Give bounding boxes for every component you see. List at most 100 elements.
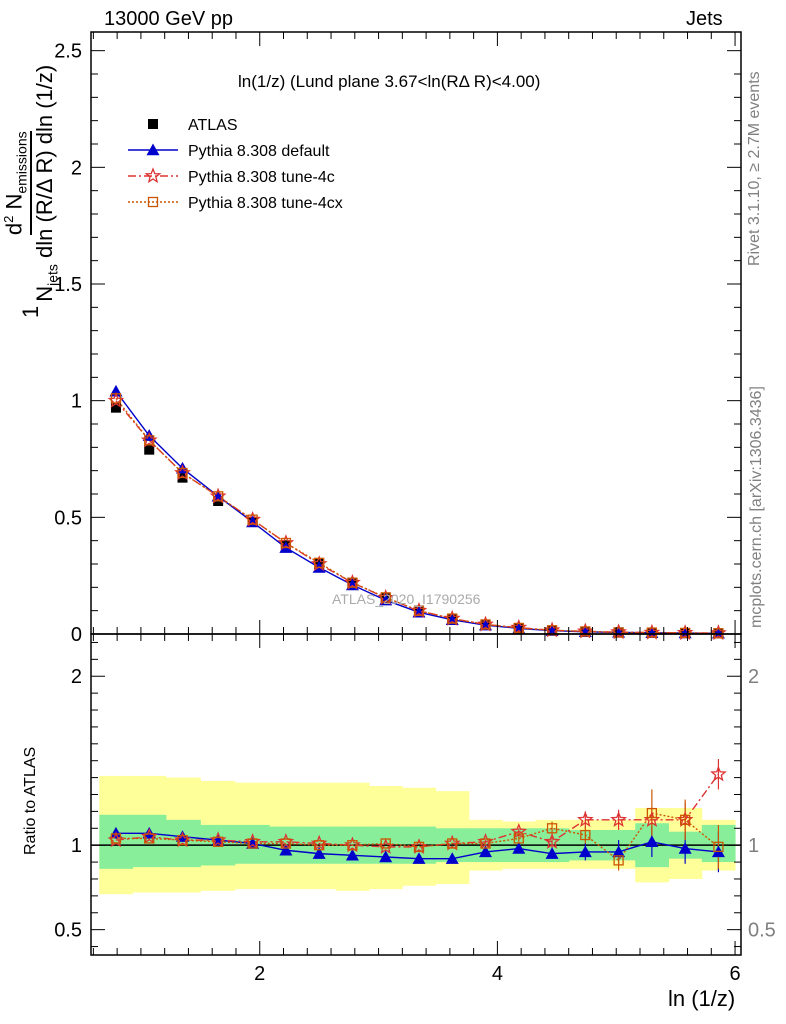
ratio-point-series-0-10 [445, 852, 459, 864]
ratio-point-series-0-1 [142, 826, 156, 839]
ratio-point-series-1-12 [510, 822, 528, 839]
main-point-series-3-4 [247, 514, 258, 525]
ylabel-nemis: N [1, 193, 27, 210]
legend-marker-1 [146, 143, 160, 156]
main-point-series-3-7 [347, 577, 358, 588]
main-point-series-3-3 [212, 491, 224, 502]
ratio-point-series-0-14 [578, 845, 592, 858]
series-markers [107, 384, 727, 866]
main-point-series-3-9 [413, 605, 425, 617]
main-point-series-3-12 [513, 622, 524, 634]
process-label: Jets [686, 8, 723, 30]
legend-marker-2 [144, 167, 162, 184]
legend-label-1: Pythia 8.308 default [188, 143, 330, 160]
main-y-tick-label: 1 [71, 391, 82, 413]
ratio-point-series-0-17 [678, 842, 692, 854]
main-y-tick-label: 2 [71, 157, 82, 179]
ratio-y-tick-label-right: 0.5 [748, 920, 776, 942]
x-tick-label: 4 [492, 963, 503, 985]
ratio-point-series-0-11 [479, 845, 493, 858]
main-y-tick-label: 0 [71, 624, 82, 646]
ratio-point-series-2-12 [513, 833, 524, 844]
ratio-point-series-0-6 [312, 847, 326, 859]
ratio-point-series-0-13 [545, 847, 559, 859]
ratio-point-series-2-9 [413, 841, 425, 853]
ratio-y-tick-label-left: 0.5 [54, 920, 82, 942]
legend-label-3: Pythia 8.308 tune-4cx [188, 195, 343, 212]
ratio-y-tick-label-left: 2 [71, 666, 82, 688]
ylabel-d2-sup: 2 [1, 215, 16, 223]
ratio-point-series-0-12 [512, 842, 526, 854]
main-point-series-3-2 [177, 467, 188, 479]
ratio-y-tick-label-left: 1 [71, 835, 82, 857]
energy-label: 13000 GeV pp [104, 8, 233, 30]
mcplots-label: mcplots.cern.ch [arXiv:1306.3436] [748, 386, 765, 628]
ratio-point-series-2-0 [110, 833, 122, 844]
ratio-point-series-2-1 [144, 833, 155, 844]
main-point-series-3-8 [380, 592, 391, 603]
main-point-series-3-14 [580, 626, 591, 637]
ratio-point-series-2-18 [713, 841, 724, 853]
axis-ticks: 2 4 6 0 0.5 1 1.5 2 2.5 0.5 0.5 1 1 2 2 [54, 32, 776, 985]
main-point-series-3-6 [314, 557, 325, 568]
ratio-point-series-2-7 [347, 840, 358, 851]
ratio-point-series-2-16 [646, 807, 658, 819]
ratio-y-tick-label-right: 1 [748, 835, 759, 857]
ratio-point-series-2-17 [679, 814, 691, 825]
main-point-series-3-10 [447, 613, 458, 624]
main-y-tick-label: 0.5 [54, 507, 82, 529]
legend-label-2: Pythia 8.308 tune-4c [188, 169, 335, 186]
main-point-series-3-11 [480, 619, 491, 630]
ratio-point-series-2-8 [380, 838, 391, 849]
ratio-point-series-2-4 [247, 838, 258, 849]
ratio-point-series-2-11 [480, 838, 491, 849]
main-point-series-3-5 [280, 537, 292, 549]
rivet-label: Rivet 3.1.10, ≥ 2.7M events [746, 71, 763, 266]
main-point-series-3-1 [144, 435, 155, 446]
ratio-point-series-2-5 [280, 838, 292, 849]
ratio-point-series-0-5 [279, 843, 293, 856]
main-y-axis-label: 1 d2 Nemissions Njets dln (R/Δ R) dln (1… [1, 64, 61, 318]
ratio-point-series-2-3 [212, 836, 224, 847]
ylabel-d2: d [1, 222, 27, 236]
x-tick-label: 6 [729, 963, 740, 985]
ylabel-njets: N [31, 285, 57, 302]
ratio-point-series-2-13 [546, 823, 558, 834]
main-point-series-3-0 [110, 393, 122, 404]
ratio-point-series-0-16 [645, 835, 659, 848]
main-point-series-3-16 [646, 627, 658, 638]
ratio-point-series-0-15 [612, 845, 626, 858]
ratio-point-series-1-15 [610, 811, 627, 827]
ratio-point-series-2-2 [177, 834, 188, 846]
plot-title: ln(1/z) (Lund plane 3.67<ln(RΔ R)<4.00) [238, 72, 541, 91]
legend: ATLAS Pythia 8.308 default Pythia 8.308 tu… [128, 117, 343, 212]
ylabel-nemis-sub: emissions [13, 131, 30, 194]
ratio-uncertainty-bands [99, 775, 736, 895]
ratio-point-series-0-7 [345, 848, 359, 861]
ratio-point-series-1-18 [710, 765, 727, 782]
ratio-point-series-2-14 [580, 829, 591, 841]
ratio-point-series-1-13 [543, 832, 561, 849]
ratio-point-series-0-9 [412, 852, 426, 864]
ratio-point-series-0-8 [379, 850, 393, 863]
watermark: ATLAS_2020_I1790256 [332, 591, 481, 607]
ratio-point-series-2-10 [447, 838, 458, 849]
band-inner-bin-0 [99, 814, 134, 869]
ratio-point-series-2-6 [314, 840, 325, 851]
main-point-series-0-1 [144, 444, 155, 455]
main-y-tick-label: 1.5 [54, 274, 82, 296]
ratio-point-series-1-14 [577, 810, 594, 827]
ylabel-frac-numerator: 1 [17, 305, 43, 318]
band-inner-bin-1 [132, 814, 167, 868]
legend-marker-0 [148, 119, 158, 129]
legend-marker-3 [147, 196, 159, 208]
ylabel-njets-sub: jets [44, 264, 61, 286]
legend-label-0: ATLAS [188, 117, 238, 134]
main-point-series-3-13 [546, 625, 558, 636]
ratio-y-axis-label: Ratio to ATLAS [22, 746, 39, 855]
main-y-tick-label: 2.5 [54, 41, 82, 63]
ratio-point-series-2-15 [613, 855, 624, 866]
x-tick-label: 2 [254, 963, 265, 985]
ylabel-rest: dln (R/Δ R) dln (1/z) [31, 64, 57, 258]
